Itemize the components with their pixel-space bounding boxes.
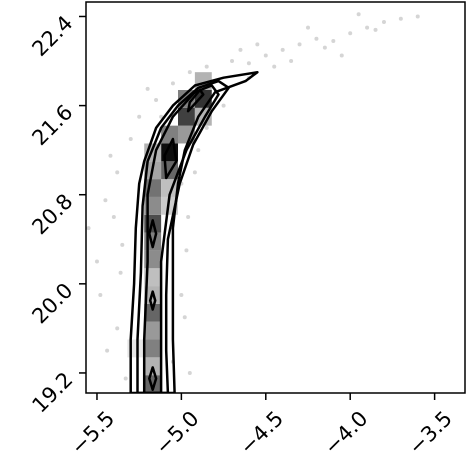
contour bbox=[129, 70, 259, 393]
scatter-point bbox=[98, 292, 103, 297]
hist-cell bbox=[144, 321, 162, 340]
scatter-point bbox=[238, 47, 243, 52]
scatter-point bbox=[86, 226, 91, 231]
scatter-point bbox=[280, 47, 285, 52]
scatter-point bbox=[230, 59, 235, 64]
x-tick-label: −4.5 bbox=[235, 406, 288, 459]
plot-area bbox=[86, 12, 420, 393]
scatter-point bbox=[186, 214, 191, 219]
scatter-point bbox=[221, 103, 226, 108]
contour bbox=[186, 88, 205, 113]
scatter-point bbox=[255, 42, 260, 47]
scatter-point bbox=[204, 64, 209, 69]
scatter-point bbox=[297, 42, 302, 47]
hist-cell bbox=[144, 268, 162, 287]
scatter-point bbox=[118, 270, 123, 275]
y-tick-label: 20.8 bbox=[27, 189, 77, 239]
x-tick-label: −5.5 bbox=[66, 406, 119, 459]
contour bbox=[148, 366, 158, 391]
x-tick-label: −3.5 bbox=[404, 406, 457, 459]
scatter-point bbox=[111, 214, 116, 219]
scatter-point bbox=[348, 31, 353, 36]
scatter-point bbox=[103, 198, 108, 203]
scatter-point bbox=[373, 27, 378, 32]
scatter-point bbox=[145, 86, 150, 91]
scatter-point bbox=[115, 170, 120, 175]
scatter-point bbox=[115, 326, 120, 331]
scatter-point bbox=[398, 16, 403, 21]
contour bbox=[148, 219, 158, 249]
scatter-point bbox=[187, 70, 192, 75]
axes-frame bbox=[85, 1, 466, 394]
scatter-point bbox=[381, 20, 386, 25]
scatter-point bbox=[137, 114, 142, 119]
scatter-point bbox=[94, 259, 99, 264]
scatter-point bbox=[246, 61, 251, 66]
hist-cell bbox=[178, 125, 195, 144]
hist-cell bbox=[144, 339, 162, 358]
scatter-point bbox=[415, 14, 420, 19]
scatter-point bbox=[170, 81, 175, 86]
hist-cell bbox=[178, 107, 195, 126]
scatter-point bbox=[305, 25, 310, 30]
scatter-point bbox=[128, 137, 133, 142]
scatter-point bbox=[192, 170, 197, 175]
contour bbox=[148, 290, 157, 311]
scatter-point bbox=[322, 45, 327, 50]
scatter-point bbox=[365, 25, 370, 30]
scatter-point bbox=[263, 53, 268, 58]
y-tick-label: 19.2 bbox=[27, 368, 77, 418]
y-tick-label: 20.0 bbox=[27, 278, 77, 328]
scatter-point bbox=[196, 148, 201, 153]
scatter-point bbox=[120, 242, 125, 247]
scatter-point bbox=[179, 292, 184, 297]
scatter-point bbox=[182, 315, 187, 320]
scatter-point bbox=[204, 125, 209, 130]
y-tick-label: 21.6 bbox=[27, 100, 77, 150]
scatter-point bbox=[272, 64, 277, 69]
scatter-point bbox=[105, 348, 110, 353]
scatter-point bbox=[339, 53, 344, 58]
x-tick-label: −5.0 bbox=[151, 406, 204, 459]
scatter-point bbox=[331, 38, 336, 43]
scatter-point bbox=[154, 98, 159, 103]
scatter-point bbox=[187, 370, 192, 375]
contour bbox=[142, 84, 220, 393]
contour bbox=[136, 79, 230, 393]
scatter-point bbox=[159, 114, 164, 119]
scatter-point bbox=[314, 36, 319, 41]
scatter-point bbox=[356, 12, 361, 17]
scatter-point bbox=[123, 376, 128, 381]
scatter-point bbox=[108, 153, 113, 158]
contour bbox=[163, 137, 178, 180]
scatter-point bbox=[184, 248, 189, 253]
scatter-point bbox=[289, 59, 294, 64]
y-tick-label: 22.4 bbox=[27, 11, 77, 61]
x-tick-label: −4.0 bbox=[319, 406, 372, 459]
hist-cell bbox=[144, 303, 162, 322]
